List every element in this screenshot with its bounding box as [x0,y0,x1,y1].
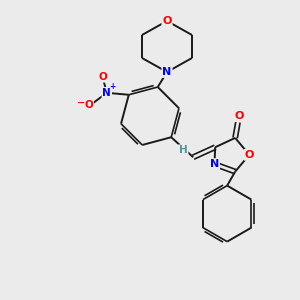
Text: O: O [234,111,244,121]
Text: N: N [210,159,219,169]
Text: −: − [77,98,85,108]
Text: O: O [84,100,93,110]
Text: O: O [244,150,254,160]
Text: H: H [179,145,188,155]
Text: O: O [162,16,172,26]
Text: +: + [110,82,116,91]
Text: N: N [102,88,111,98]
Text: N: N [162,67,172,77]
Text: O: O [98,72,107,82]
